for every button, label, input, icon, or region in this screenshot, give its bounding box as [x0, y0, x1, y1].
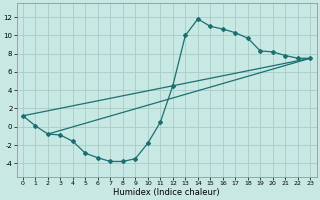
X-axis label: Humidex (Indice chaleur): Humidex (Indice chaleur) [113, 188, 220, 197]
